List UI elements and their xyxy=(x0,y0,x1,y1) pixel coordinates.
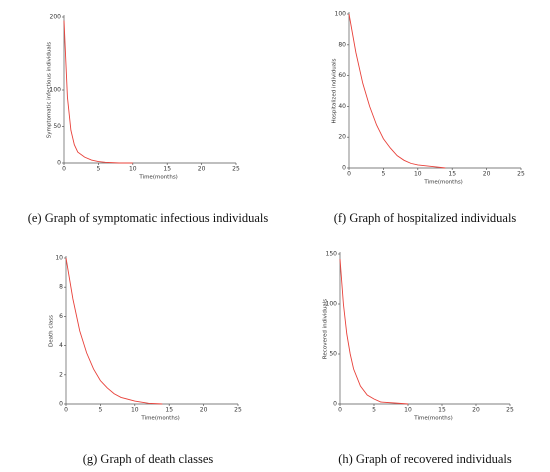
y-tick-label: 50 xyxy=(329,351,337,358)
caption: (g) Graph of death classes xyxy=(83,452,214,466)
x-tick-label: 20 xyxy=(472,407,480,414)
x-tick-label: 5 xyxy=(96,166,100,173)
x-tick-label: 25 xyxy=(234,407,242,414)
y-tick-label: 50 xyxy=(53,123,61,130)
x-tick-label: 20 xyxy=(200,407,208,414)
x-axis-label: Time(months) xyxy=(138,175,177,181)
y-tick-label: 0 xyxy=(342,165,346,172)
x-tick-label: 15 xyxy=(438,407,446,414)
x-tick-label: 15 xyxy=(163,166,171,173)
y-tick-label: 2 xyxy=(59,371,63,378)
x-tick-label: 10 xyxy=(414,171,422,178)
x-tick-label: 0 xyxy=(338,407,342,414)
y-tick-label: 4 xyxy=(59,342,63,349)
x-tick-label: 25 xyxy=(232,166,240,173)
y-tick-label: 150 xyxy=(326,251,338,258)
x-tick-label: 25 xyxy=(517,171,525,178)
data-line xyxy=(339,258,409,405)
y-tick-label: 6 xyxy=(59,313,63,320)
x-axis-label: Time(months) xyxy=(423,180,462,186)
data-line xyxy=(63,20,133,164)
x-tick-label: 20 xyxy=(483,171,491,178)
y-axis-label: Recovered individuals xyxy=(323,299,329,359)
y-tick-label: 100 xyxy=(50,87,62,94)
caption: (f) Graph of hospitalized individuals xyxy=(334,211,517,225)
x-tick-label: 5 xyxy=(98,407,102,414)
x-axis-label: Time(months) xyxy=(140,416,179,422)
y-axis-label: Symptomatic infectious individuals xyxy=(47,42,53,139)
x-tick-label: 0 xyxy=(62,166,66,173)
x-axis-label: Time(months) xyxy=(413,416,452,422)
x-tick-label: 15 xyxy=(165,407,173,414)
y-tick-label: 0 xyxy=(57,160,61,167)
x-tick-label: 0 xyxy=(347,171,351,178)
y-tick-label: 0 xyxy=(333,401,337,408)
y-tick-label: 8 xyxy=(59,284,63,291)
x-tick-label: 15 xyxy=(448,171,456,178)
data-line xyxy=(65,257,163,405)
y-tick-label: 40 xyxy=(338,103,346,110)
y-axis-label: Hospitalized individuals xyxy=(332,58,338,123)
y-tick-label: 0 xyxy=(59,401,63,408)
x-tick-label: 5 xyxy=(372,407,376,414)
x-tick-label: 10 xyxy=(131,407,139,414)
y-tick-label: 200 xyxy=(50,14,62,21)
x-tick-label: 25 xyxy=(506,407,514,414)
y-tick-label: 60 xyxy=(338,72,346,79)
y-axis-label: Death class xyxy=(49,315,55,347)
caption: (h) Graph of recovered individuals xyxy=(338,452,512,466)
x-tick-label: 10 xyxy=(404,407,412,414)
data-line xyxy=(348,13,446,169)
x-tick-label: 5 xyxy=(381,171,385,178)
y-tick-label: 100 xyxy=(326,301,338,308)
x-tick-label: 20 xyxy=(198,166,206,173)
caption: (e) Graph of symptomatic infectious indi… xyxy=(28,211,269,225)
y-tick-label: 10 xyxy=(55,255,63,262)
x-tick-label: 0 xyxy=(64,407,68,414)
y-tick-label: 100 xyxy=(335,11,347,18)
y-tick-label: 80 xyxy=(338,41,346,48)
y-tick-label: 20 xyxy=(338,134,346,141)
x-tick-label: 10 xyxy=(129,166,137,173)
